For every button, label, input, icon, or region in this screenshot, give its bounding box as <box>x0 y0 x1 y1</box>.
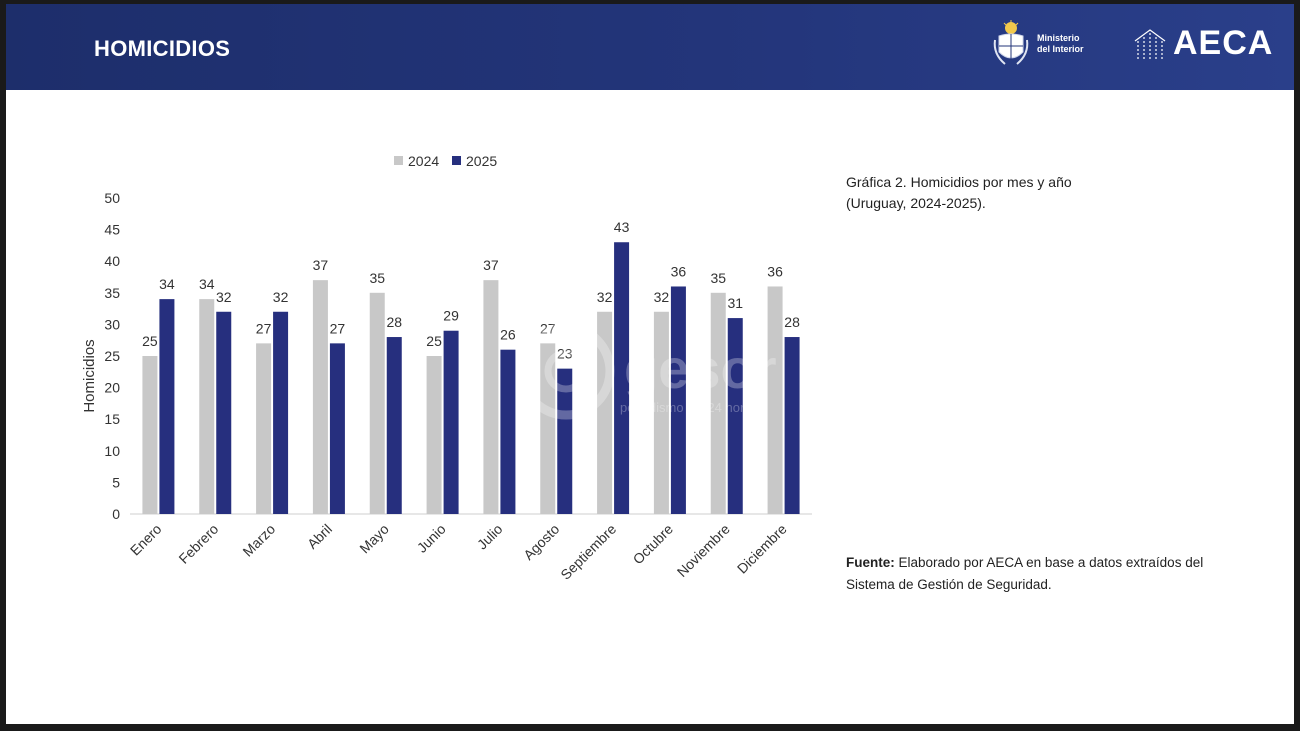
slide: HOMICIDIOS Ministerio del Interior <box>6 4 1294 724</box>
legend-swatch-2025 <box>452 156 461 165</box>
y-tick-label: 30 <box>104 316 120 332</box>
bar-chart: 2024 2025 05101520253035404550Homicidios … <box>81 153 812 583</box>
caption-line2: (Uruguay, 2024-2025). <box>846 195 986 211</box>
data-label: 37 <box>483 257 499 273</box>
data-label: 23 <box>557 346 573 362</box>
bar-2025-diciembre <box>784 337 800 514</box>
bar-2024-marzo <box>256 343 272 514</box>
source-note: Fuente: Elaborado por AECA en base a dat… <box>846 552 1246 596</box>
bar-2025-septiembre <box>614 242 630 515</box>
x-tick-label: Junio <box>414 521 449 556</box>
legend-label-2024: 2024 <box>408 153 439 169</box>
y-tick-label: 10 <box>104 443 120 459</box>
x-tick-label: Enero <box>127 521 165 559</box>
data-label: 34 <box>199 276 215 292</box>
coat-of-arms-icon <box>993 20 1029 65</box>
data-label: 36 <box>671 263 687 279</box>
x-tick-label: Mayo <box>356 521 392 557</box>
bar-2024-mayo <box>369 292 385 514</box>
bar-2024-abril <box>312 280 328 514</box>
data-label: 27 <box>256 320 272 336</box>
data-label: 35 <box>369 270 385 286</box>
bar-2025-julio <box>500 349 516 514</box>
data-label: 32 <box>597 289 613 305</box>
legend-label-2025: 2025 <box>466 153 497 169</box>
chart-bars <box>142 242 800 515</box>
y-tick-label: 45 <box>104 222 120 238</box>
data-label: 28 <box>784 314 800 330</box>
data-label: 34 <box>159 276 175 292</box>
bar-2024-agosto <box>540 343 556 514</box>
ministerio-line1: Ministerio <box>1037 33 1080 43</box>
chart-caption: Gráfica 2. Homicidios por mes y año (Uru… <box>846 172 1226 214</box>
ministerio-line2: del Interior <box>1037 44 1084 54</box>
x-tick-label: Octubre <box>630 521 677 568</box>
bar-2025-junio <box>443 330 459 514</box>
bar-2024-febrero <box>199 299 215 514</box>
chart-legend: 2024 2025 <box>394 153 497 169</box>
aeca-wordmark: AECA <box>1173 24 1274 62</box>
data-label: 37 <box>313 257 329 273</box>
data-label: 26 <box>500 327 516 343</box>
x-tick-label: Marzo <box>239 521 278 560</box>
y-tick-label: 20 <box>104 380 120 396</box>
data-label: 43 <box>614 219 630 235</box>
x-tick-label: Noviembre <box>674 521 733 580</box>
y-tick-label: 35 <box>104 285 120 301</box>
bar-2024-junio <box>426 356 442 514</box>
bar-2024-octubre <box>653 311 669 514</box>
bar-2024-septiembre <box>597 311 613 514</box>
y-tick-label: 25 <box>104 348 120 364</box>
bar-2024-diciembre <box>767 286 783 514</box>
page-title: HOMICIDIOS <box>94 36 231 61</box>
data-label: 28 <box>386 314 402 330</box>
x-tick-label: Febrero <box>175 521 221 567</box>
y-tick-label: 5 <box>112 474 120 490</box>
x-tick-label: Agosto <box>520 521 562 563</box>
data-label: 32 <box>216 289 232 305</box>
data-label: 36 <box>767 263 783 279</box>
bar-2025-mayo <box>386 337 402 514</box>
x-tick-label: Abril <box>304 521 335 552</box>
data-label: 32 <box>273 289 289 305</box>
x-tick-label: Septiembre <box>557 521 619 583</box>
y-tick-label: 0 <box>112 506 120 522</box>
aeca-building-icon <box>1134 28 1166 59</box>
source-label: Fuente: <box>846 555 895 570</box>
x-tick-label: Diciembre <box>734 521 790 577</box>
header-bar: HOMICIDIOS Ministerio del Interior <box>6 4 1294 90</box>
y-tick-label: 15 <box>104 411 120 427</box>
data-label: 25 <box>142 333 158 349</box>
bar-2024-noviembre <box>710 292 726 514</box>
bar-2025-abril <box>329 343 345 514</box>
bar-2024-enero <box>142 356 158 514</box>
ministerio-logo: Ministerio del Interior <box>991 20 1084 68</box>
bar-2025-enero <box>159 299 175 514</box>
bar-2025-febrero <box>216 311 232 514</box>
data-label: 25 <box>426 333 442 349</box>
data-label: 29 <box>443 308 459 324</box>
ministerio-text: Ministerio del Interior <box>1037 33 1084 55</box>
source-text: Elaborado por AECA en base a datos extra… <box>846 555 1204 592</box>
y-tick-label: 40 <box>104 253 120 269</box>
legend-swatch-2024 <box>394 156 403 165</box>
data-label: 35 <box>710 270 726 286</box>
bar-2025-marzo <box>273 311 289 514</box>
y-tick-label: 50 <box>104 190 120 206</box>
chart-axes: 0 5 10 15 20 25 30 35 40 45 50 Homicidios <box>81 190 812 522</box>
y-axis-title: Homicidios <box>81 339 98 412</box>
bar-2024-julio <box>483 280 499 514</box>
data-label: 27 <box>330 320 346 336</box>
aeca-logo: AECA <box>1133 24 1273 63</box>
bar-2025-octubre <box>670 286 686 514</box>
data-label: 27 <box>540 320 556 336</box>
data-label: 31 <box>727 295 743 311</box>
caption-line1: Gráfica 2. Homicidios por mes y año <box>846 174 1072 190</box>
x-tick-label: Julio <box>474 521 506 553</box>
bar-2025-agosto <box>557 368 573 514</box>
bar-2025-noviembre <box>727 318 743 514</box>
data-label: 32 <box>654 289 670 305</box>
